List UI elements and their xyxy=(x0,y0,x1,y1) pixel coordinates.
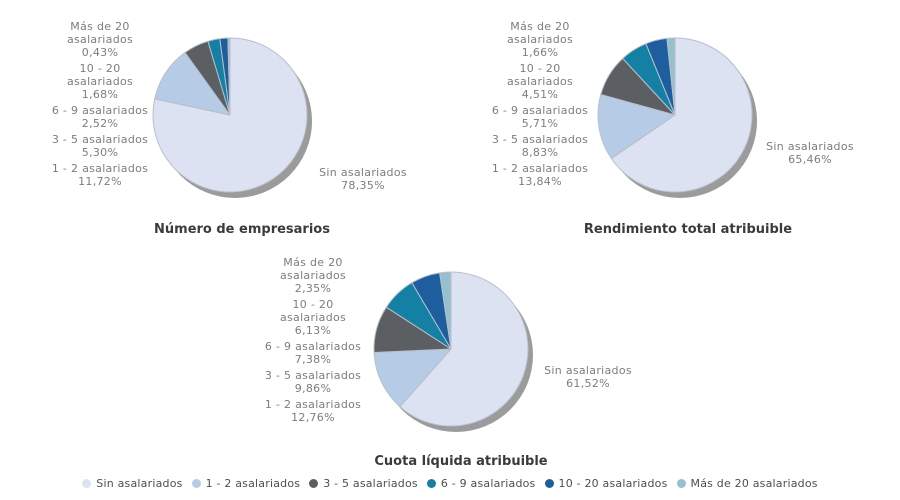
category-percentage-labels: Más de 20 asalariados 2,35% 10 - 20 asala… xyxy=(265,256,361,424)
legend-item-6-9-asalariados: 6 - 9 asalariados xyxy=(426,477,536,490)
slice-label-sin-asalariados: Sin asalariados 61,52% xyxy=(544,364,632,390)
legend-marker-icon xyxy=(544,479,554,488)
legend-label: Más de 20 asalariados xyxy=(690,477,818,490)
chart-title: Número de empresarios xyxy=(154,222,330,237)
legend-label: 1 - 2 asalariados xyxy=(205,477,301,490)
legend-label: 6 - 9 asalariados xyxy=(440,477,536,490)
legend-item-10-20-asalariados: 10 - 20 asalariados xyxy=(544,477,668,490)
slice-label-mas-de-20: Más de 20 asalariados 1,66% xyxy=(506,20,574,59)
legend-marker-icon xyxy=(426,479,436,488)
pie-slice-sin-asalariados xyxy=(399,271,529,427)
category-percentage-labels: Más de 20 asalariados 0,43% 10 - 20 asala… xyxy=(52,20,148,188)
slice-label-3-5-asalariados: 3 - 5 asalariados 9,86% xyxy=(264,369,362,395)
pie-cuota-liquida-atribuible xyxy=(373,271,533,432)
legend-marker-icon xyxy=(82,479,92,488)
chart-title: Rendimiento total atribuible xyxy=(583,222,793,237)
slice-label-sin-asalariados: Sin asalariados 78,35% xyxy=(319,166,407,192)
slice-label-1-2-asalariados: 1 - 2 asalariados 11,72% xyxy=(51,162,149,188)
category-percentage-labels: Más de 20 asalariados 1,66% 10 - 20 asala… xyxy=(492,20,588,188)
chart-title: Cuota líquida atribuible xyxy=(374,454,548,469)
pie-slice-1-2-asalariados xyxy=(373,348,452,408)
legend-label: 10 - 20 asalariados xyxy=(558,477,668,490)
legend-item-sin-asalariados: Sin asalariados xyxy=(82,477,182,490)
slice-label-sin-asalariados: Sin asalariados 65,46% xyxy=(766,140,854,166)
pie-slice-mas-de-20-asalariados xyxy=(439,271,452,350)
legend-label: Sin asalariados xyxy=(96,477,183,490)
slice-label-1-2-asalariados: 1 - 2 asalariados 13,84% xyxy=(491,162,589,188)
legend-marker-icon xyxy=(676,479,686,488)
slice-label-3-5-asalariados: 3 - 5 asalariados 8,83% xyxy=(491,133,589,159)
legend-marker-icon xyxy=(309,479,319,488)
legend: Sin asalariados 1 - 2 asalariados 3 - 5 as… xyxy=(0,477,900,490)
legend-item-3-5-asalariados: 3 - 5 asalariados xyxy=(309,477,418,490)
slice-label-3-5-asalariados: 3 - 5 asalariados 5,30% xyxy=(51,133,149,159)
slice-label-10-20: 10 - 20 asalariados 6,13% xyxy=(279,298,347,337)
slice-label-6-9-asalariados: 6 - 9 asalariados 5,71% xyxy=(491,104,589,130)
pie-rendimiento-total-atribuible xyxy=(597,37,757,198)
slice-label-mas-de-20: Más de 20 asalariados 0,43% xyxy=(66,20,134,59)
pie-numero-de-empresarios xyxy=(152,37,312,198)
slice-label-1-2-asalariados: 1 - 2 asalariados 12,76% xyxy=(264,398,362,424)
legend-item-mas-de-20-asalariados: Más de 20 asalariados xyxy=(676,477,818,490)
slice-label-10-20: 10 - 20 asalariados 1,68% xyxy=(66,62,134,101)
slice-label-10-20: 10 - 20 asalariados 4,51% xyxy=(506,62,574,101)
legend-item-1-2-asalariados: 1 - 2 asalariados xyxy=(191,477,301,490)
pie-slice-mas-de-20-asalariados xyxy=(227,37,231,116)
pie-slice-sin-asalariados xyxy=(152,37,308,193)
slice-label-6-9-asalariados: 6 - 9 asalariados 7,38% xyxy=(264,340,362,366)
legend-label: 3 - 5 asalariados xyxy=(323,477,418,490)
slice-label-mas-de-20: Más de 20 asalariados 2,35% xyxy=(279,256,347,295)
slice-label-6-9-asalariados: 6 - 9 asalariados 2,52% xyxy=(51,104,149,130)
legend-marker-icon xyxy=(191,479,201,488)
pie-slice-sin-asalariados xyxy=(610,37,753,193)
pie-slice-1-2-asalariados xyxy=(597,93,676,159)
pie-slice-mas-de-20-asalariados xyxy=(666,37,676,116)
